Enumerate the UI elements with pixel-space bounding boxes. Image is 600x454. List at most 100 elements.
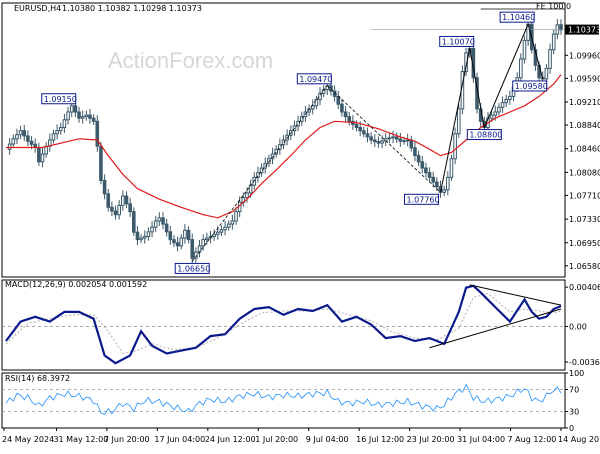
candle-body bbox=[190, 239, 195, 259]
candle-body bbox=[362, 130, 366, 135]
candle-body bbox=[365, 133, 370, 138]
candle-body bbox=[201, 239, 205, 247]
candle-body bbox=[11, 138, 16, 145]
fe-label: FE 100.0 bbox=[536, 2, 571, 11]
candle-body bbox=[230, 220, 235, 225]
level-label: 1.08800 bbox=[469, 131, 502, 140]
candle-body bbox=[369, 136, 373, 141]
x-tick-label: 24 Jun 12:00 bbox=[205, 435, 256, 444]
candle-body bbox=[131, 211, 136, 233]
main-y-tick-label: 1.07710 bbox=[569, 191, 600, 200]
panel-frame-macd bbox=[1, 279, 566, 371]
macd-triangle-line-1 bbox=[429, 308, 562, 349]
candle-body bbox=[18, 130, 23, 136]
x-tick-label: 23 Jul 20:00 bbox=[407, 435, 455, 444]
level-box bbox=[466, 129, 502, 141]
candle-body bbox=[172, 239, 176, 244]
trend-line-1 bbox=[327, 85, 441, 193]
x-tick-label: 31 Jul 04:00 bbox=[457, 435, 505, 444]
trend-line-0 bbox=[191, 85, 328, 262]
rsi-y-tick-label: 0 bbox=[569, 424, 574, 433]
main-y-tick-label: 1.08840 bbox=[569, 121, 600, 130]
main-y-tick-label: 1.06950 bbox=[569, 239, 600, 248]
candle-body bbox=[77, 111, 81, 119]
candle-body bbox=[500, 102, 505, 108]
x-tick-label: 14 Aug 20:00 bbox=[558, 435, 600, 444]
candle-body bbox=[99, 145, 103, 181]
candle-body bbox=[259, 167, 264, 174]
ohlc-values: 1.10380 1.10382 1.10298 1.10373 bbox=[62, 4, 202, 13]
candle-body bbox=[121, 195, 125, 206]
candle-body bbox=[153, 220, 158, 228]
candle-body bbox=[15, 134, 19, 140]
candle-body bbox=[40, 153, 45, 163]
candle-body bbox=[394, 136, 399, 140]
candle-body bbox=[7, 143, 12, 150]
candle-body bbox=[387, 137, 392, 140]
candle-body bbox=[215, 231, 220, 235]
candle-body bbox=[278, 144, 282, 150]
candle-body bbox=[80, 116, 85, 119]
candle-body bbox=[391, 136, 395, 139]
candle-body bbox=[424, 167, 428, 174]
x-tick-label: 9 Jul 04:00 bbox=[306, 435, 349, 444]
candle-body bbox=[372, 139, 377, 143]
trend-line-4 bbox=[483, 23, 529, 128]
candle-body bbox=[420, 161, 425, 169]
candle-body bbox=[245, 192, 249, 199]
candle-body bbox=[248, 184, 253, 194]
candle-body bbox=[559, 24, 563, 31]
candle-body bbox=[270, 153, 275, 160]
level-label: 1.09150 bbox=[44, 95, 77, 104]
chart-title: EURUSD,H4 bbox=[14, 4, 61, 13]
candle-body bbox=[446, 176, 450, 191]
candle-body bbox=[223, 226, 227, 231]
rsi-line bbox=[5, 383, 562, 415]
candle-body bbox=[504, 99, 509, 104]
candle-body bbox=[234, 211, 238, 222]
candle-body bbox=[146, 231, 151, 238]
candle-body bbox=[442, 189, 446, 193]
x-tick-label: 16 Jul 12:00 bbox=[356, 435, 404, 444]
candle-body bbox=[307, 108, 311, 113]
candle-body bbox=[453, 133, 457, 160]
candle-body bbox=[183, 229, 187, 239]
level-label: 1.10070 bbox=[442, 37, 475, 46]
candle-body bbox=[22, 130, 27, 137]
candle-body bbox=[37, 146, 41, 163]
level-label: 1.07760 bbox=[407, 195, 440, 204]
candle-body bbox=[343, 111, 348, 118]
macd-y-tick-label: 0.00406 bbox=[569, 283, 600, 292]
rsi-title: RSI(14) 68.3972 bbox=[5, 374, 70, 383]
candle-body bbox=[95, 120, 100, 147]
candle-body bbox=[402, 140, 406, 143]
x-tick-label: 31 May 12:00 bbox=[53, 435, 108, 444]
candle-body bbox=[267, 158, 271, 164]
trend-line-3 bbox=[469, 48, 485, 128]
level-box bbox=[439, 35, 475, 47]
panel-frame-rsi bbox=[1, 372, 566, 429]
candle-body bbox=[161, 217, 165, 225]
candle-body bbox=[519, 58, 523, 79]
candle-body bbox=[168, 231, 173, 241]
macd-title: MACD(12,26,9) 0.002054 0.001592 bbox=[5, 280, 147, 289]
candle-body bbox=[212, 233, 216, 238]
candle-body bbox=[102, 179, 107, 195]
candle-body bbox=[358, 127, 362, 132]
level-label: 1.09470 bbox=[299, 75, 332, 84]
level-label: 1.06650 bbox=[177, 264, 210, 273]
candle-body bbox=[340, 103, 344, 113]
macd-triangle-line-0 bbox=[469, 284, 562, 306]
candle-body bbox=[179, 237, 184, 247]
candle-body bbox=[413, 147, 417, 157]
candle-body bbox=[449, 158, 454, 178]
level-box bbox=[499, 11, 535, 23]
candle-body bbox=[62, 119, 67, 129]
candle-body bbox=[310, 105, 315, 110]
x-tick-label: 24 May 2024 bbox=[2, 435, 54, 444]
candle-body bbox=[117, 204, 121, 216]
level-box bbox=[404, 193, 440, 205]
candle-body bbox=[106, 193, 111, 208]
x-tick-label: 7 Aug 12:00 bbox=[508, 435, 557, 444]
